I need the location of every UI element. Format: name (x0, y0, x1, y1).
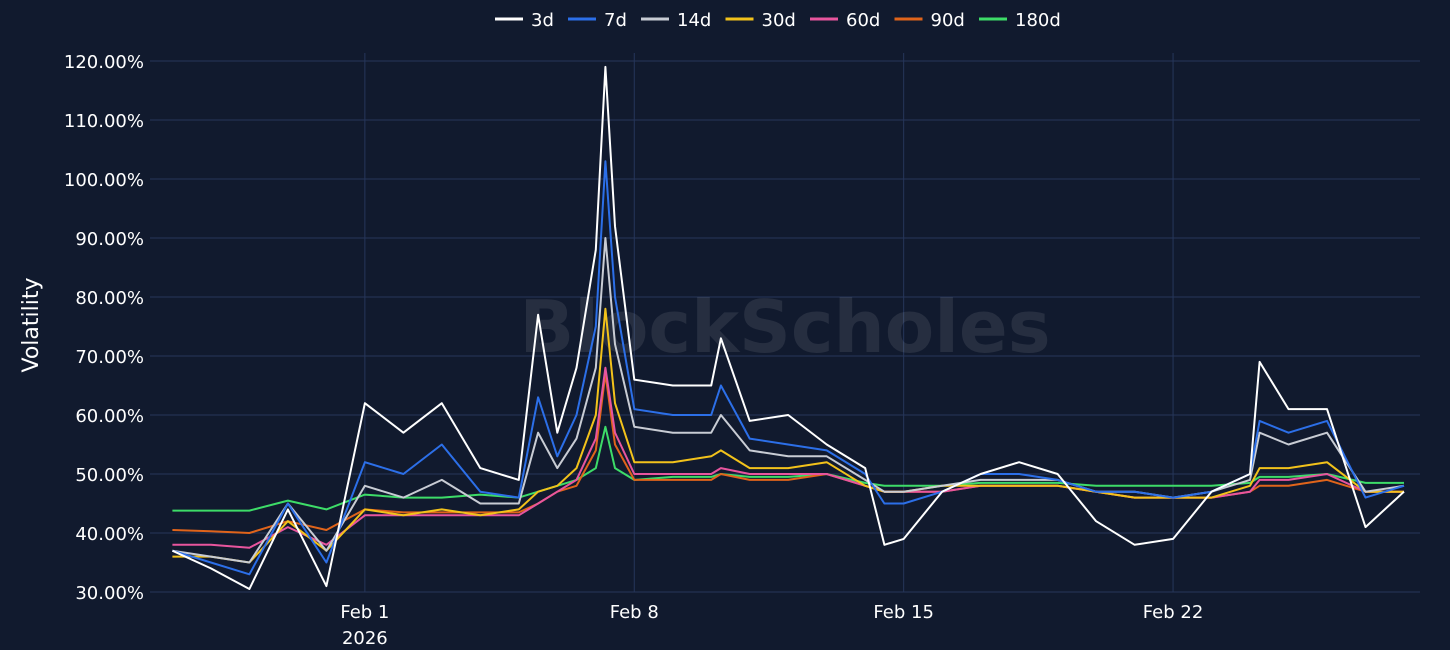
legend[interactable]: 3d 7d 14d 30d 60d 90d 180d (495, 10, 1061, 31)
legend-item-60d[interactable]: 60d (810, 10, 880, 31)
y-tick-label: 90.00% (75, 229, 144, 250)
legend-label: 30d (762, 10, 796, 31)
x-axis-ticks: Feb 1 2026 Feb 8 Feb 15 Feb 22 (340, 602, 1203, 649)
series-line-7d (172, 160, 1405, 576)
x-tick-label: Feb 15 (873, 602, 934, 623)
x-tick-sublabel: 2026 (342, 628, 388, 649)
legend-item-3d[interactable]: 3d (495, 10, 554, 31)
series-line-30d (172, 307, 1404, 564)
y-axis-title: Volatility (19, 277, 44, 372)
y-tick-label: 80.00% (75, 288, 144, 309)
y-tick-label: 110.00% (64, 111, 144, 132)
y-tick-label: 50.00% (75, 465, 144, 486)
y-tick-label: 70.00% (75, 347, 144, 368)
y-tick-label: 60.00% (75, 406, 144, 427)
legend-item-7d[interactable]: 7d (568, 10, 627, 31)
legend-item-14d[interactable]: 14d (641, 10, 711, 31)
x-tick-label: Feb 1 (340, 602, 389, 623)
legend-label: 7d (604, 10, 627, 31)
legend-label: 90d (931, 10, 965, 31)
y-axis-ticks: 30.00% 40.00% 50.00% 60.00% 70.00% 80.00% 90.0… (64, 52, 144, 604)
series-line-180d (172, 425, 1404, 512)
x-tick-label: Feb 8 (610, 602, 659, 623)
x-tick-label: Feb 22 (1143, 602, 1204, 623)
legend-label: 180d (1015, 10, 1061, 31)
legend-label: 3d (531, 10, 554, 31)
legend-item-180d[interactable]: 180d (979, 10, 1061, 31)
y-tick-label: 30.00% (75, 583, 144, 604)
legend-item-90d[interactable]: 90d (894, 10, 965, 31)
legend-item-30d[interactable]: 30d (725, 10, 796, 31)
series-line-3d (171, 65, 1405, 590)
y-tick-label: 100.00% (64, 170, 144, 191)
series-lines (171, 65, 1405, 590)
y-tick-label: 40.00% (75, 524, 144, 545)
legend-label: 14d (677, 10, 711, 31)
legend-label: 60d (846, 10, 880, 31)
y-tick-label: 120.00% (64, 52, 144, 73)
